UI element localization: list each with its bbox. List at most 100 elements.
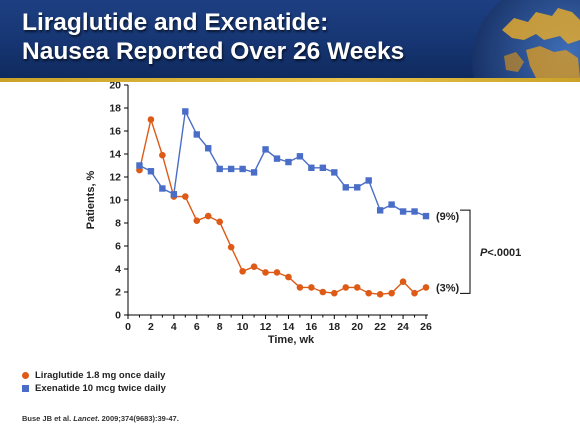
exenatide-point xyxy=(170,191,178,198)
liraglutide-point xyxy=(159,151,166,159)
exenatide-point xyxy=(205,145,212,152)
x-tick-label: 26 xyxy=(420,321,432,333)
series-line-exenatide xyxy=(139,109,427,217)
legend-label-liraglutide: Liraglutide 1.8 mg once daily xyxy=(35,370,166,381)
liraglutide-point xyxy=(204,212,212,220)
x-tick-label: 24 xyxy=(397,321,409,333)
x-tick-label: 8 xyxy=(217,321,223,333)
exenatide-point xyxy=(411,208,418,215)
x-tick-label: 20 xyxy=(351,321,363,333)
y-tick-label: 20 xyxy=(109,82,121,92)
liraglutide-point xyxy=(227,243,235,251)
citation-details: . 2009;374(9683):39-47. xyxy=(97,414,179,423)
chart-legend: Liraglutide 1.8 mg once daily Exenatide … xyxy=(22,369,166,395)
x-axis-title: Time, wk xyxy=(268,334,315,346)
exenatide-point xyxy=(308,164,315,171)
exenatide-point xyxy=(262,146,269,153)
exenatide-point xyxy=(388,201,395,208)
liraglutide-point xyxy=(388,289,395,297)
exenatide-point xyxy=(354,184,361,191)
exenatide-point xyxy=(216,165,223,173)
liraglutide-point xyxy=(399,278,407,285)
y-tick-label: 8 xyxy=(115,218,121,230)
exenatide-point xyxy=(399,208,407,215)
x-tick-label: 4 xyxy=(171,321,177,333)
exenatide-point xyxy=(250,169,258,176)
slide-header: Liraglutide and Exenatide: Nausea Report… xyxy=(0,0,580,78)
legend-square-marker-icon xyxy=(22,385,29,392)
exenatide-point xyxy=(182,108,189,115)
x-tick-label: 14 xyxy=(283,321,295,333)
exenatide-point xyxy=(319,164,327,171)
exenatide-point xyxy=(159,185,166,192)
exenatide-point xyxy=(193,131,200,138)
x-tick-label: 12 xyxy=(260,321,272,333)
exenatide-point xyxy=(136,162,143,169)
y-axis-title: Patients, % xyxy=(85,170,97,229)
liraglutide-point xyxy=(216,218,223,226)
y-tick-label: 16 xyxy=(109,126,121,138)
exenatide-end-label: (9%) xyxy=(436,211,460,223)
y-tick-label: 2 xyxy=(115,287,121,299)
slide-title-line-1: Liraglutide and Exenatide: xyxy=(22,9,329,36)
significance-bracket xyxy=(460,209,471,294)
x-tick-label: 18 xyxy=(328,321,340,333)
x-tick-label: 0 xyxy=(125,321,131,333)
liraglutide-point xyxy=(411,289,418,297)
y-tick-label: 10 xyxy=(109,195,121,207)
exenatide-point xyxy=(147,168,155,175)
exenatide-point xyxy=(422,212,430,220)
x-tick-label: 2 xyxy=(148,321,154,333)
citation-authors: Buse JB et al. xyxy=(22,414,74,423)
legend-circle-marker-icon xyxy=(22,372,29,379)
exenatide-point xyxy=(273,155,281,162)
liraglutide-point xyxy=(193,217,201,224)
liraglutide-point xyxy=(331,289,338,297)
exenatide-point xyxy=(296,153,304,160)
liraglutide-point xyxy=(182,193,189,200)
exenatide-point xyxy=(239,165,246,173)
y-tick-label: 0 xyxy=(115,310,121,322)
slide-title-line-2: Nausea Reported Over 26 Weeks xyxy=(22,38,405,65)
citation-journal: Lancet xyxy=(73,414,98,423)
series-line-liraglutide xyxy=(138,116,427,296)
liraglutide-point xyxy=(239,268,246,275)
liraglutide-point xyxy=(342,284,350,291)
liraglutide-point xyxy=(319,288,327,296)
x-tick-label: 16 xyxy=(306,321,318,333)
exenatide-point xyxy=(227,165,235,173)
slide-title: Liraglutide and Exenatide: Nausea Report… xyxy=(22,8,404,66)
y-tick-label: 12 xyxy=(109,172,121,184)
x-tick-label: 22 xyxy=(374,321,386,333)
liraglutide-point xyxy=(285,273,292,281)
liraglutide-point xyxy=(273,269,281,276)
x-tick-label: 10 xyxy=(237,321,249,333)
chart-annotations: (9%) (3%) P<.0001 xyxy=(436,209,521,294)
liraglutide-end-label: (3%) xyxy=(436,282,460,294)
liraglutide-point xyxy=(296,284,304,291)
y-tick-label: 14 xyxy=(109,149,121,161)
x-tick-label: 6 xyxy=(194,321,200,333)
citation: Buse JB et al. Lancet. 2009;374(9683):39… xyxy=(22,414,179,423)
legend-label-exenatide: Exenatide 10 mcg twice daily xyxy=(35,383,166,394)
exenatide-point xyxy=(342,184,349,191)
liraglutide-point xyxy=(365,289,372,297)
liraglutide-point xyxy=(422,284,430,291)
y-tick-label: 18 xyxy=(109,103,121,115)
exenatide-point xyxy=(365,177,372,184)
header-gold-rule xyxy=(0,78,580,82)
liraglutide-point xyxy=(308,284,315,291)
y-tick-label: 4 xyxy=(115,264,121,276)
legend-item-liraglutide: Liraglutide 1.8 mg once daily xyxy=(22,369,166,382)
liraglutide-point xyxy=(147,116,155,123)
y-tick-label: 6 xyxy=(115,241,121,253)
exenatide-point xyxy=(285,158,292,166)
globe-graphic xyxy=(472,0,580,78)
exenatide-point xyxy=(376,207,384,214)
exenatide-point xyxy=(331,169,338,176)
liraglutide-point xyxy=(262,269,269,276)
legend-item-exenatide: Exenatide 10 mcg twice daily xyxy=(22,382,166,395)
liraglutide-point xyxy=(376,291,384,298)
